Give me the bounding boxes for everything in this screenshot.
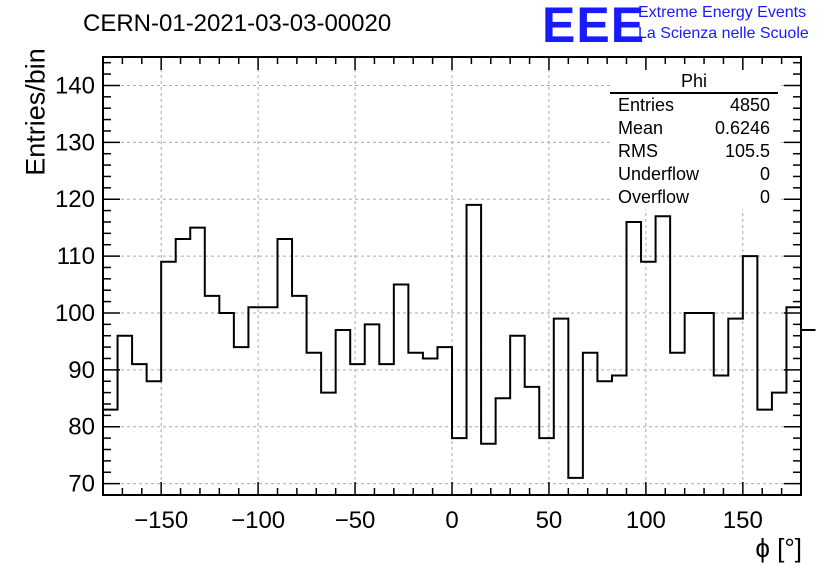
eee-logo: EEE xyxy=(542,0,646,53)
run-title: CERN-01-2021-03-03-00020 xyxy=(83,10,392,37)
stats-box: Phi Entries 4850 Mean 0.6246 RMS 105.5 U… xyxy=(610,70,778,209)
stats-value: 0.6246 xyxy=(714,118,770,138)
y-tick-label: 80 xyxy=(68,414,95,441)
stats-value: 0 xyxy=(759,187,770,207)
y-tick-label: 130 xyxy=(55,129,95,156)
stats-row: Underflow 0 xyxy=(610,163,778,186)
y-tick-label: 90 xyxy=(68,357,95,384)
stats-title: Phi xyxy=(610,70,778,94)
x-tick-label: 100 xyxy=(626,507,666,534)
stats-row: Mean 0.6246 xyxy=(610,117,778,140)
stats-row: RMS 105.5 xyxy=(610,140,778,163)
stats-label: Mean xyxy=(618,118,664,138)
stats-label: Overflow xyxy=(618,187,690,207)
x-tick-label: 150 xyxy=(723,507,763,534)
stats-value: 105.5 xyxy=(724,141,770,161)
y-tick-label: 140 xyxy=(55,72,95,99)
stats-row: Overflow 0 xyxy=(610,186,778,209)
y-tick-label: 100 xyxy=(55,300,95,327)
y-tick-label: 110 xyxy=(57,243,95,270)
x-axis-label: ϕ [°] xyxy=(755,533,802,563)
y-axis-label: Entries/bin xyxy=(20,48,51,176)
x-tick-label: −100 xyxy=(231,507,285,534)
stats-value: 4850 xyxy=(729,95,770,115)
logo-tagline-1: Extreme Energy Events xyxy=(638,4,807,21)
x-tick-label: 0 xyxy=(445,507,458,534)
stats-label: Entries xyxy=(618,95,675,115)
stats-label: Underflow xyxy=(618,164,700,184)
stats-label: RMS xyxy=(618,141,658,161)
stats-row: Entries 4850 xyxy=(610,94,778,117)
x-tick-label: 50 xyxy=(536,507,563,534)
y-tick-label: 70 xyxy=(68,471,95,498)
y-tick-label: 120 xyxy=(55,186,95,213)
histogram-step-line xyxy=(103,203,816,479)
x-tick-label: −150 xyxy=(134,507,188,534)
axis-ticks xyxy=(102,57,802,495)
logo-tagline-2: La Scienza nelle Scuole xyxy=(638,25,809,42)
stats-value: 0 xyxy=(759,164,770,184)
x-tick-label: −50 xyxy=(335,507,376,534)
tick-labels: −150 −100 −50 0 50 100 150 70 80 90 100 110 120 130 14… xyxy=(55,72,763,534)
